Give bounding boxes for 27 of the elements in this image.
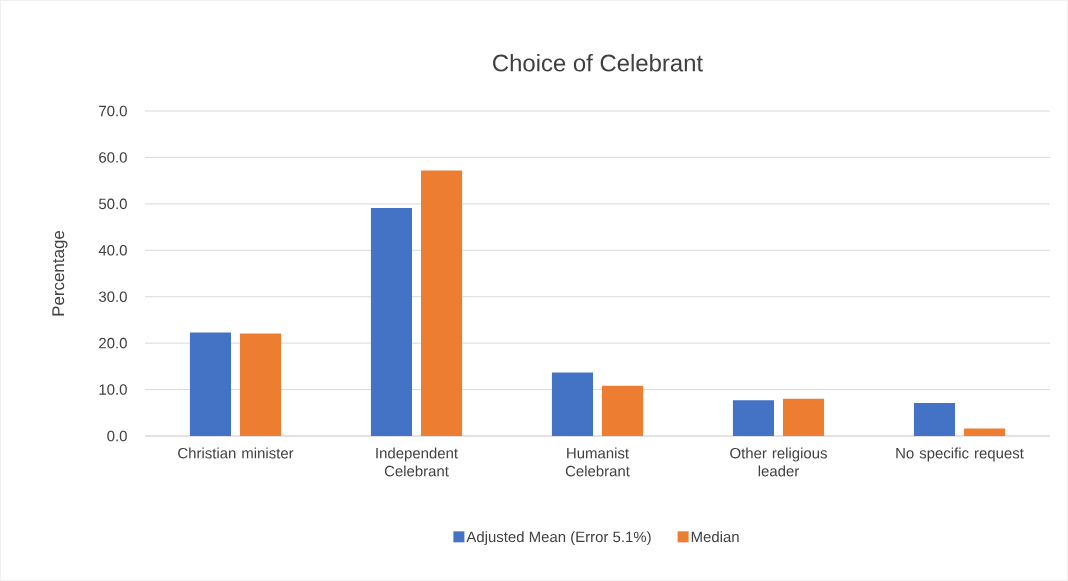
bar xyxy=(964,428,1006,436)
y-tick-label: 40.0 xyxy=(98,244,127,256)
y-tick-label: 60.0 xyxy=(99,152,127,163)
bar xyxy=(732,400,774,436)
bar xyxy=(913,403,955,436)
legend-label: Median xyxy=(691,531,739,543)
y-axis-title: Percentage xyxy=(52,230,68,316)
x-tick-label: Other religious leader xyxy=(730,447,827,477)
y-tick-label: 30.0 xyxy=(98,291,127,302)
y-tick-label: 20.0 xyxy=(99,337,127,349)
bar xyxy=(370,208,412,436)
bar xyxy=(783,398,825,436)
bar xyxy=(189,332,231,436)
y-tick-label: 70.0 xyxy=(99,105,127,117)
x-tick-label: Independent Celebrant xyxy=(376,447,458,477)
y-tick-label: 10.0 xyxy=(99,384,127,395)
x-tick-label: Humanist Celebrant xyxy=(565,447,630,477)
y-tick-label: 0.0 xyxy=(107,430,127,442)
legend-label: Adjusted Mean (Error 5.1%) xyxy=(466,531,651,546)
bar xyxy=(551,372,593,436)
y-tick-label: 50.0 xyxy=(98,198,127,210)
x-tick-label: No specific request xyxy=(896,447,1024,462)
bar xyxy=(421,170,463,436)
bar xyxy=(602,385,644,436)
chart-title: Choice of Celebrant xyxy=(493,53,703,72)
x-tick-label: Christian minister xyxy=(178,447,294,459)
bar xyxy=(240,333,282,436)
